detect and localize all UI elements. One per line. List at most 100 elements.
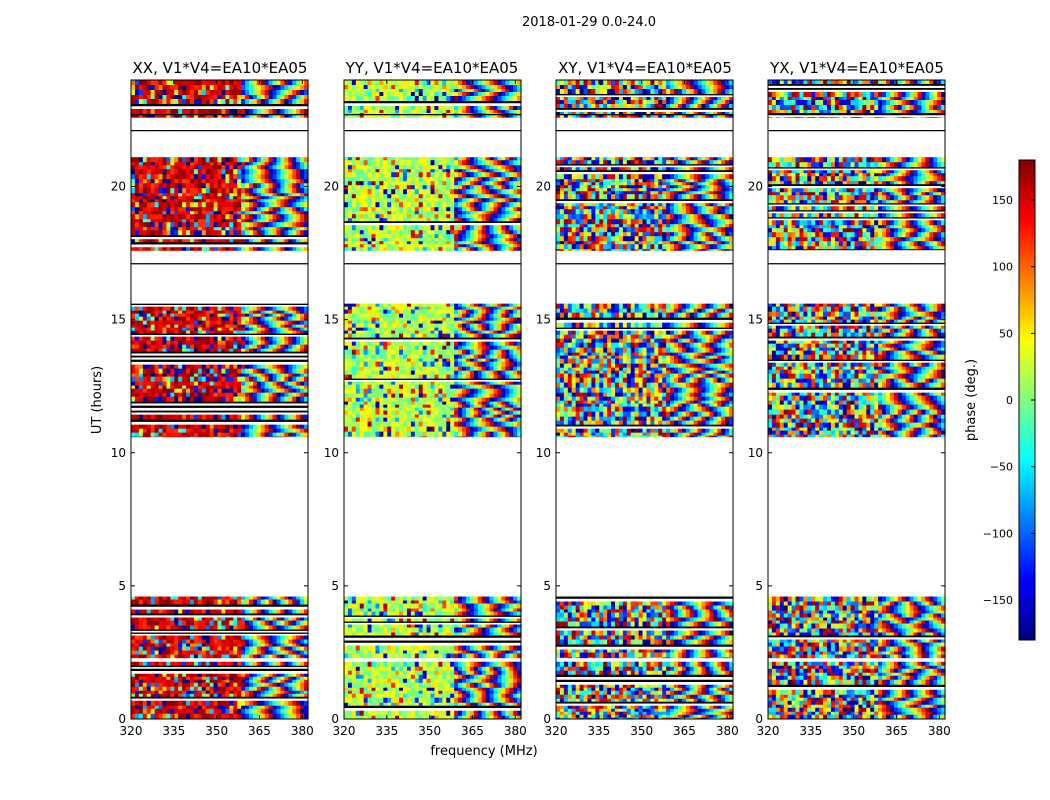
heatmap-cell [450,603,455,609]
heatmap-cell [469,611,475,616]
heatmap-cell [481,693,487,699]
heatmap-cell [300,686,305,692]
heatmap-cell [288,239,293,243]
heatmap-cell [454,682,459,689]
heatmap-cell [190,165,195,170]
heatmap-cell [276,344,282,350]
heatmap-cell [288,193,293,197]
heatmap-cell [197,381,203,387]
heatmap-cell [268,596,274,600]
heatmap-cell [292,643,297,647]
heatmap-cell [158,368,164,375]
heatmap-cell [178,214,183,220]
heatmap-cell [272,183,278,189]
heatmap-cell [256,219,262,223]
heatmap-cell [292,230,297,236]
heatmap-cell [300,436,305,438]
heatmap-cell [233,676,238,681]
heatmap-cell [446,687,451,692]
heatmap-cell [422,632,428,636]
heatmap-cell [229,646,234,651]
heatmap-cell [142,388,148,394]
heatmap-cell [237,327,242,332]
heatmap-cell [205,428,211,434]
heatmap-cell [166,219,171,223]
heatmap-cell [182,700,187,707]
heatmap-cell [296,211,301,215]
heatmap-cell [410,600,416,604]
heatmap-cell [276,388,282,394]
heatmap-cell [300,344,305,350]
heatmap-cell [166,708,171,715]
heatmap-cell [399,309,404,315]
heatmap-cell [158,193,164,197]
heatmap-cell [268,247,274,251]
heatmap-cell [264,227,270,231]
heatmap-cell [178,650,183,655]
heatmap-cell [162,708,167,715]
heatmap-cell [252,690,258,695]
heatmap-cell [442,624,447,628]
heatmap-cell [375,690,380,695]
heatmap-cell [131,162,136,166]
heatmap-cell [497,653,502,659]
heatmap-cell [186,625,191,630]
heatmap-cell [233,109,238,115]
heatmap-cell [489,690,495,695]
heatmap-cell [213,90,219,96]
heatmap-cell [174,646,179,651]
heatmap-cell [166,330,171,335]
heatmap-cell [154,368,160,375]
heatmap-cell [158,348,164,353]
heatmap-cell [359,596,365,601]
heatmap-cell [351,624,357,628]
heatmap-cell [229,239,234,243]
heatmap-cell [264,211,270,215]
heatmap-cell [217,673,223,678]
heatmap-cell [138,599,144,605]
heatmap-cell [375,661,380,668]
heatmap-cell [288,188,293,194]
heatmap-cell [414,618,420,622]
heatmap-cell [485,624,491,628]
heatmap-cell [178,90,183,96]
heatmap-cell [434,303,439,308]
heatmap-cell [217,650,223,655]
heatmap-cell [442,645,447,651]
heatmap-cell [205,693,211,698]
heatmap-cell [154,385,160,390]
heatmap-cell [150,625,156,630]
heatmap-cell [344,645,349,651]
heatmap-cell [414,653,420,659]
heatmap-cell [197,230,203,236]
heatmap-cell [237,679,242,684]
heatmap-cell [438,313,443,319]
heatmap-cell [371,306,377,311]
heatmap-cell [201,396,207,403]
heatmap-cell [170,340,175,346]
heatmap-cell [237,336,242,342]
heatmap-cell [442,670,447,676]
heatmap-cell [182,432,187,438]
heatmap-cell [296,99,301,105]
heatmap-cell [489,682,495,689]
heatmap-cell [201,646,207,651]
heatmap-cell [304,348,309,353]
heatmap-cell [477,687,483,692]
heatmap-cell [166,599,171,605]
heatmap-cell [256,348,262,353]
heatmap-cell [363,690,369,695]
heatmap-cell [379,693,384,699]
heatmap-cell [131,596,136,600]
heatmap-cell [154,708,160,715]
heatmap-cell [446,678,451,684]
heatmap-cell [462,313,467,319]
y-tick-label: 0 [118,712,126,726]
heatmap-cell [193,169,199,175]
heatmap-cell [142,428,148,434]
heatmap-cell [193,654,199,659]
heatmap-cell [383,682,388,689]
heatmap-cell [296,436,301,438]
heatmap-cell [197,364,203,370]
heatmap-cell [458,715,463,720]
